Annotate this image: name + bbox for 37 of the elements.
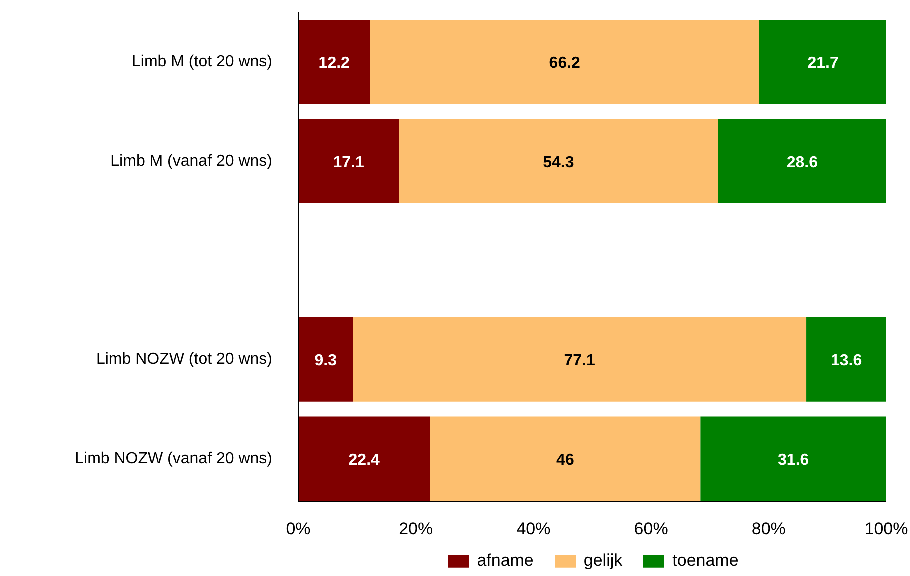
data-label: 9.3 <box>314 352 338 370</box>
data-label: 12.2 <box>318 55 350 72</box>
data-label: 66.2 <box>549 55 581 72</box>
bar <box>759 20 886 104</box>
bar <box>298 20 370 104</box>
bar <box>298 318 354 402</box>
y-tick-label: Limb M (vanaf 20 wns) <box>110 152 273 170</box>
data-label: 54.3 <box>543 154 574 172</box>
bar <box>700 416 886 502</box>
x-tick-label: 0% <box>286 520 311 538</box>
bar <box>806 318 886 402</box>
x-tick-label: 60% <box>634 520 668 538</box>
bar <box>298 416 430 502</box>
bar <box>399 119 718 204</box>
data-label: 21.7 <box>808 55 839 72</box>
x-tick-label: 40% <box>516 520 551 538</box>
y-tick-label: Limb NOZW (vanaf 20 wns) <box>75 450 273 468</box>
x-tick-label: 80% <box>752 520 786 538</box>
bar <box>718 119 886 204</box>
legend-label: afname <box>477 551 534 571</box>
bar <box>298 119 400 204</box>
bar <box>353 318 807 402</box>
bar <box>430 416 701 502</box>
data-label: 13.6 <box>830 352 862 370</box>
legend-label: toename <box>672 551 739 571</box>
y-tick-label: Limb M (tot 20 wns) <box>132 54 272 71</box>
data-label: 22.4 <box>348 452 380 469</box>
data-label: 17.1 <box>333 154 364 172</box>
y-tick-label: Limb NOZW (tot 20 wns) <box>96 351 272 368</box>
x-tick-label: 20% <box>399 520 434 538</box>
data-label: 77.1 <box>564 352 596 370</box>
bar <box>370 20 760 104</box>
data-label: 31.6 <box>778 452 810 469</box>
data-label: 28.6 <box>786 154 818 172</box>
data-label: 46 <box>556 452 574 469</box>
legend-label: gelijk <box>584 551 623 571</box>
x-tick-label: 100% <box>864 520 908 538</box>
